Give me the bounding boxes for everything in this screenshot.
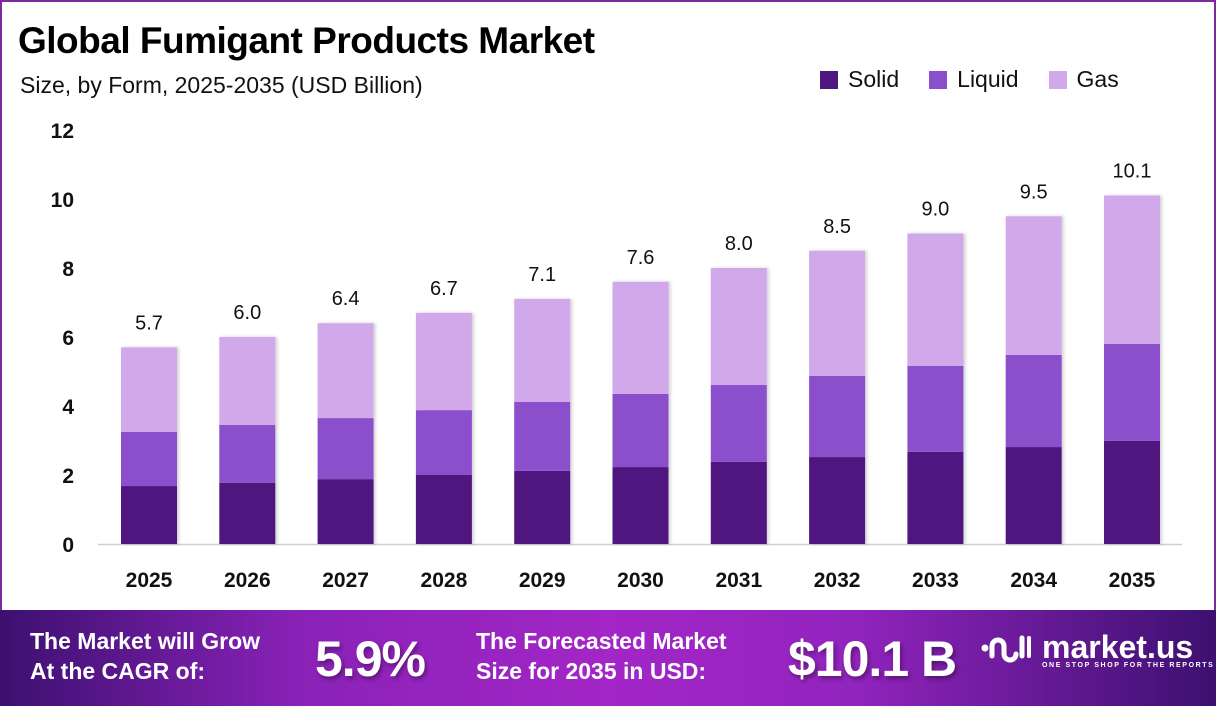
total-data-label: 7.6 (627, 247, 655, 269)
bar-segment-liquid (809, 375, 866, 458)
x-tick-label: 2028 (421, 569, 468, 592)
total-data-label: 6.0 (233, 302, 261, 324)
forecast-label-line2: Size for 2035 in USD: (476, 658, 707, 684)
total-data-label: 8.0 (725, 233, 753, 255)
bar-segment-solid (809, 457, 866, 544)
legend-swatch-solid (820, 70, 838, 89)
y-tick-label: 2 (62, 465, 74, 488)
x-tick-label: 2029 (519, 569, 566, 592)
y-tick-label: 12 (51, 120, 74, 143)
logo-text: market.us (1042, 628, 1194, 665)
bar-group-2032 (809, 250, 866, 544)
bar-segment-liquid (1005, 354, 1062, 448)
bar-segment-liquid (514, 401, 571, 471)
bar-group-2027 (317, 323, 374, 544)
total-data-label: 9.5 (1020, 181, 1048, 203)
bar-segment-solid (907, 451, 964, 544)
y-tick-label: 6 (62, 327, 74, 350)
legend: Solid Liquid Gas (820, 66, 1119, 93)
bar-segment-solid (415, 475, 472, 544)
bar-segment-gas (612, 281, 669, 394)
legend-swatch-gas (1048, 70, 1067, 89)
bar-group-2034 (1005, 216, 1062, 544)
bar-group-2035 (1104, 195, 1160, 544)
bar-segment-gas (415, 312, 472, 411)
bar-segment-solid (514, 470, 571, 544)
forecast-label-line1: The Forecasted Market (476, 628, 727, 654)
legend-label-solid: Solid (848, 66, 900, 92)
bar-segment-liquid (907, 365, 964, 452)
bar-segment-liquid (121, 431, 177, 487)
bar-group-2031 (710, 268, 767, 544)
legend-item-gas: Gas (1048, 66, 1119, 93)
x-tick-label: 2031 (715, 569, 762, 592)
bar-segment-solid (317, 479, 374, 544)
x-tick-label: 2035 (1109, 569, 1156, 592)
y-tick-label: 10 (51, 189, 74, 212)
total-data-label: 9.0 (921, 199, 949, 221)
forecast-value: $10.1 B (788, 631, 957, 687)
bar-segment-gas (710, 268, 767, 385)
x-tick-label: 2034 (1010, 569, 1057, 592)
bar-segment-liquid (710, 384, 767, 462)
bar-segment-solid (710, 461, 767, 544)
cagr-label-line2: At the CAGR of: (30, 658, 206, 684)
bar-segment-liquid (612, 393, 669, 468)
bar-segment-gas (317, 323, 374, 419)
bar-segment-gas (121, 347, 177, 432)
bar-segment-solid (1005, 447, 1062, 544)
logo-tagline: ONE STOP SHOP FOR THE REPORTS (1042, 661, 1215, 669)
legend-label-gas: Gas (1076, 66, 1119, 92)
bar-segment-gas (219, 337, 276, 425)
bar-segment-liquid (415, 410, 472, 475)
x-tick-label: 2030 (617, 569, 664, 592)
legend-label-liquid: Liquid (957, 66, 1019, 92)
bar-segment-gas (1005, 216, 1062, 355)
x-tick-label: 2033 (912, 569, 959, 592)
bar-segment-gas (1104, 195, 1160, 344)
bar-segment-gas (514, 299, 571, 402)
bar-segment-gas (907, 233, 964, 366)
stacked-bar-chart: 0 2 4 6 8 10 12 2025 2026 2027 2028 2029 2030 2031 20… (51, 120, 1182, 592)
total-data-label: 6.4 (332, 288, 360, 310)
legend-item-solid: Solid (820, 66, 899, 93)
bar-group-2029 (514, 299, 571, 544)
bar-group-2026 (219, 337, 276, 544)
footer-banner: The Market will Grow At the CAGR of: 5.9… (0, 610, 1216, 706)
market-us-logo-icon (981, 635, 1031, 663)
bar-segment-gas (809, 250, 866, 376)
bar-segment-liquid (1104, 343, 1160, 441)
bar-group-2028 (415, 312, 472, 544)
bar-segment-solid (219, 482, 276, 544)
cagr-value: 5.9% (315, 631, 426, 687)
legend-swatch-liquid (929, 70, 948, 89)
forecast-label: The Forecasted Market Size for 2035 in U… (476, 626, 727, 686)
bar-segment-liquid (317, 418, 374, 480)
total-data-label: 10.1 (1113, 161, 1152, 183)
total-data-label: 8.5 (823, 216, 851, 238)
total-data-label: 7.1 (528, 264, 556, 286)
y-tick-label: 8 (62, 258, 74, 281)
x-tick-label: 2025 (126, 569, 173, 592)
bar-segment-solid (121, 486, 177, 544)
x-tick-label: 2026 (224, 569, 271, 592)
bar-group-2033 (907, 233, 964, 544)
x-tick-label: 2027 (322, 569, 369, 592)
chart-subtitle: Size, by Form, 2025-2035 (USD Billion) (20, 72, 423, 98)
market-us-logo: market.us ONE STOP SHOP FOR THE REPORTS (980, 628, 1214, 672)
total-data-label: 5.7 (135, 312, 163, 334)
x-tick-label: 2032 (814, 569, 861, 592)
bar-segment-solid (1104, 440, 1160, 544)
cagr-label: The Market will Grow At the CAGR of: (30, 626, 260, 686)
cagr-label-line1: The Market will Grow (30, 628, 261, 654)
chart-title: Global Fumigant Products Market (18, 20, 595, 61)
y-tick-label: 0 (62, 534, 74, 557)
y-tick-label: 4 (62, 396, 74, 419)
bar-segment-solid (612, 467, 669, 544)
bar-group-2030 (612, 281, 669, 544)
total-data-label: 6.7 (430, 278, 458, 300)
bar-segment-liquid (219, 424, 276, 483)
legend-item-liquid: Liquid (929, 66, 1019, 93)
bar-group-2025 (121, 347, 177, 544)
